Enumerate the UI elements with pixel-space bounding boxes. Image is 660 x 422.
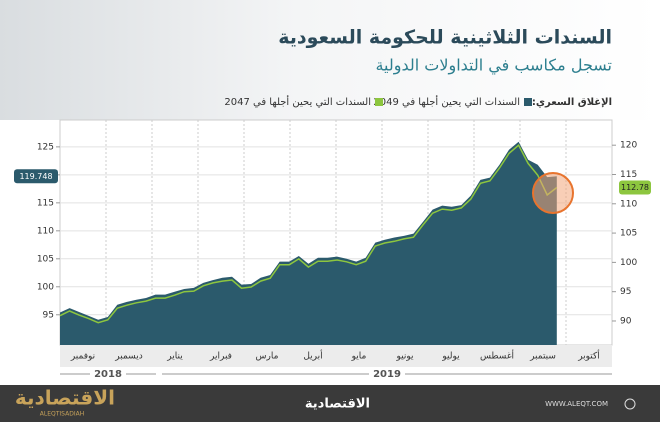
y2-tick-label: 105 — [620, 229, 637, 239]
chart-title: السندات الثلاثينية للحكومة السعودية — [278, 27, 612, 49]
plot-layer: 951001051101151201259095100105110115120ا… — [14, 95, 651, 380]
y2-tick-label: 115 — [620, 170, 637, 180]
x-tick-label: فبراير — [209, 352, 232, 362]
legend-swatch — [524, 98, 532, 106]
value-label-box — [619, 180, 651, 195]
y2-tick-label: 110 — [620, 199, 637, 209]
footer-icon — [624, 398, 636, 410]
footer-bar — [0, 385, 660, 422]
x-tick-label: مايو — [351, 352, 367, 362]
footer-url: WWW.ALEQT.COM — [545, 400, 608, 408]
x-tick-label: يناير — [166, 352, 183, 362]
legend-label: السندات التي يحين أجلها في 2049 — [373, 95, 520, 108]
y-tick-label: 125 — [37, 142, 54, 152]
chart-subtitle: تسجل مكاسب في التداولات الدولية — [375, 56, 612, 76]
x-tick-label: يوليو — [441, 352, 460, 362]
y-tick-label: 110 — [37, 226, 54, 236]
x-tick-label: سبتمبر — [529, 352, 556, 362]
value-label: 119.748 — [19, 172, 52, 181]
year-label: 2019 — [373, 369, 401, 380]
footer-logo: الاقتصادية — [15, 386, 115, 410]
y2-tick-label: 95 — [620, 287, 631, 297]
year-label: 2018 — [94, 369, 122, 380]
legend-label: السندات التي يحين أجلها في 2047 — [224, 95, 371, 108]
value-label: 112.78 — [621, 183, 649, 192]
y2-tick-label: 100 — [620, 258, 637, 268]
x-tick-label: ديسمبر — [114, 352, 142, 362]
area — [60, 141, 557, 345]
footer-logo-latin: ALEQTISADIAH — [40, 411, 84, 418]
x-tick-label: مارس — [256, 352, 279, 362]
y-tick-label: 95 — [43, 310, 54, 320]
footer-brand: الاقتصادية — [305, 397, 370, 412]
x-tick-label: نوفمبر — [70, 352, 95, 362]
x-tick-label: أغسطس — [480, 350, 514, 362]
highlight-circle — [532, 172, 574, 214]
legend-swatch — [375, 98, 383, 106]
y-tick-label: 105 — [37, 254, 54, 264]
x-tick-label: يونيو — [395, 352, 414, 362]
y-tick-label: 115 — [37, 198, 54, 208]
y2-tick-label: 90 — [620, 316, 632, 326]
line — [59, 144, 558, 324]
x-tick-label: أبريل — [303, 350, 322, 362]
value-label-box — [14, 169, 58, 184]
header-background — [0, 0, 660, 120]
legend-title: الإغلاق السعري: — [532, 97, 612, 108]
y2-tick-label: 120 — [620, 141, 637, 151]
x-tick-label: أكتوبر — [577, 350, 600, 362]
y-tick-label: 100 — [37, 282, 54, 292]
x-axis-band — [60, 345, 612, 367]
